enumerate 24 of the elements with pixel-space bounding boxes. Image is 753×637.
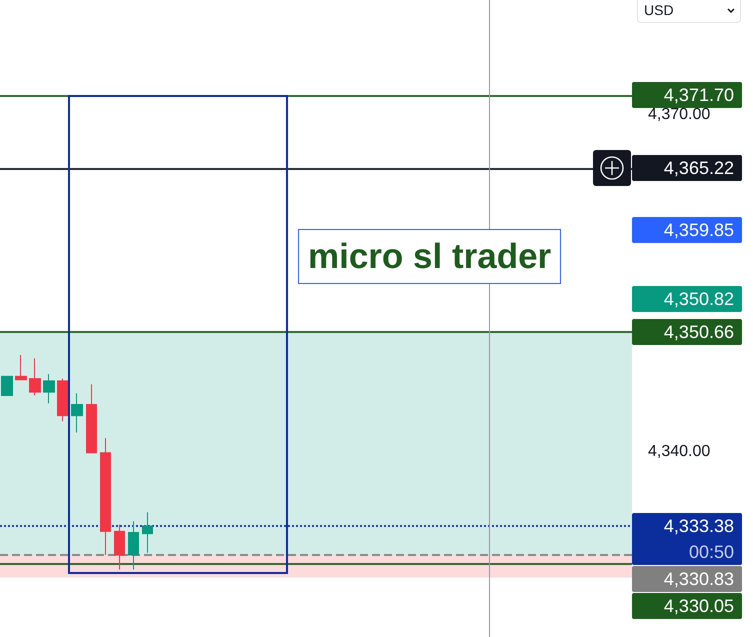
- ref-line-label: 4,330.83: [662, 568, 734, 591]
- candlestick: [100, 438, 111, 556]
- ref-line-label: 4,330.05: [662, 595, 734, 618]
- text: USD: [644, 2, 674, 18]
- candlestick: [57, 378, 69, 422]
- ref-line-label: 4,350.66: [662, 320, 734, 344]
- ref-line-label: 4,333.38: [662, 515, 734, 538]
- text: 00:50: [688, 541, 734, 564]
- ref-line-label: 4,365.22: [662, 157, 734, 180]
- text: 4,359.85: [632, 217, 742, 243]
- ref-line-label: 4,371.70: [664, 85, 734, 106]
- candlestick: [142, 512, 153, 554]
- candlestick: [114, 524, 125, 570]
- candlestick: [71, 392, 83, 434]
- candlestick: [15, 354, 27, 380]
- candlestick: [128, 520, 139, 570]
- y-tick-label: 4,340.00: [648, 443, 710, 460]
- y-tick-label: 4,370.00: [648, 106, 710, 124]
- annotation: micro sl trader: [298, 229, 562, 284]
- candlestick: [1, 376, 13, 396]
- candlestick: [43, 374, 55, 404]
- candlestick: [86, 384, 97, 454]
- candlestick: [29, 358, 41, 396]
- text: 4,350.82: [632, 286, 742, 312]
